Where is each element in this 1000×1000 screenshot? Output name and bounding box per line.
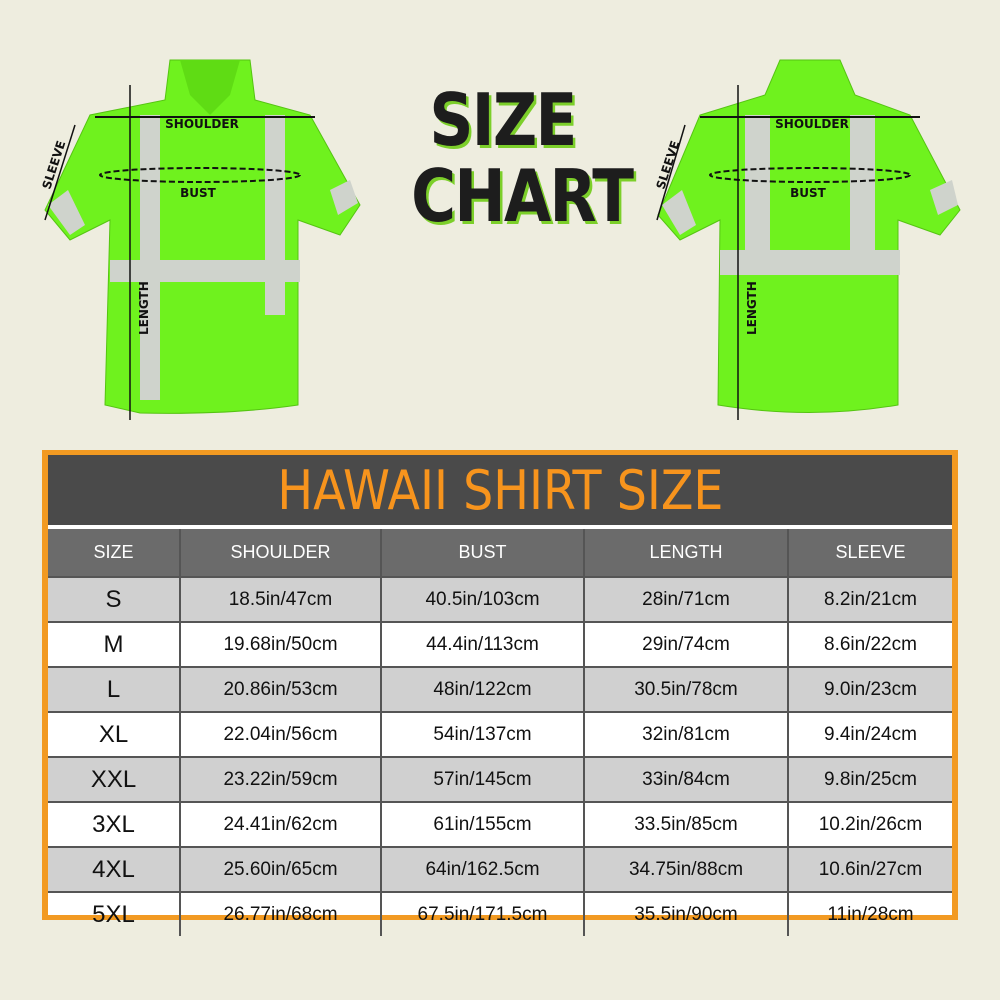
measurement-cell: 9.0in/23cm bbox=[787, 666, 952, 712]
table-row: 5XL 26.77in/68cm 67.5in/171.5cm 35.5in/90cm… bbox=[48, 891, 952, 936]
measurement-cell: 32in/81cm bbox=[583, 711, 788, 757]
measurement-cell: 33.5in/85cm bbox=[583, 801, 788, 847]
table-row: L 20.86in/53cm 48in/122cm 30.5in/78cm 9.0in/… bbox=[48, 666, 952, 712]
size-cell: 3XL bbox=[48, 801, 180, 847]
measurement-cell: 9.4in/24cm bbox=[787, 711, 952, 757]
length-label-back: LENGTH bbox=[745, 281, 759, 335]
measurement-cell: 18.5in/47cm bbox=[179, 576, 381, 622]
table-banner: HAWAII SHIRT SIZE bbox=[48, 455, 952, 525]
measurement-cell: 24.41in/62cm bbox=[179, 801, 381, 847]
size-chart-title: SIZE CHART bbox=[395, 78, 634, 238]
measurement-cell: 64in/162.5cm bbox=[380, 846, 584, 892]
shoulder-label-back: SHOULDER bbox=[775, 117, 849, 131]
measurement-cell: 33in/84cm bbox=[583, 756, 788, 802]
measurement-cell: 23.22in/59cm bbox=[179, 756, 381, 802]
table-row: 3XL 24.41in/62cm 61in/155cm 33.5in/85cm 10.2… bbox=[48, 801, 952, 847]
measurement-cell: 10.6in/27cm bbox=[787, 846, 952, 892]
bust-label: BUST bbox=[180, 186, 217, 200]
measurement-cell: 54in/137cm bbox=[380, 711, 584, 757]
measurement-cell: 8.6in/22cm bbox=[787, 621, 952, 667]
title-line-1: SIZE bbox=[429, 78, 577, 162]
size-cell: 5XL bbox=[48, 891, 180, 936]
column-header: SLEEVE bbox=[787, 525, 952, 577]
measurement-cell: 57in/145cm bbox=[380, 756, 584, 802]
table-row: XXL 23.22in/59cm 57in/145cm 33in/84cm 9.8in/… bbox=[48, 756, 952, 802]
measurement-cell: 29in/74cm bbox=[583, 621, 788, 667]
size-cell: 4XL bbox=[48, 846, 180, 892]
measurement-cell: 34.75in/88cm bbox=[583, 846, 788, 892]
measurement-cell: 20.86in/53cm bbox=[179, 666, 381, 712]
length-label: LENGTH bbox=[137, 281, 151, 335]
measurement-cell: 10.2in/26cm bbox=[787, 801, 952, 847]
size-cell: S bbox=[48, 576, 180, 622]
measurement-cell: 26.77in/68cm bbox=[179, 891, 381, 936]
column-header: LENGTH bbox=[583, 525, 788, 577]
measurement-cell: 30.5in/78cm bbox=[583, 666, 788, 712]
measurement-cell: 9.8in/25cm bbox=[787, 756, 952, 802]
table-header-row: SIZE SHOULDER BUST LENGTH SLEEVE bbox=[48, 525, 952, 577]
shoulder-label: SHOULDER bbox=[165, 117, 239, 131]
table-row: XL 22.04in/56cm 54in/137cm 32in/81cm 9.4in/2… bbox=[48, 711, 952, 757]
table-title: HAWAII SHIRT SIZE bbox=[276, 458, 724, 522]
size-cell: XL bbox=[48, 711, 180, 757]
measurement-cell: 35.5in/90cm bbox=[583, 891, 788, 936]
measurement-cell: 28in/71cm bbox=[583, 576, 788, 622]
size-table-panel: HAWAII SHIRT SIZE SIZE SHOULDER BUST LENGTH… bbox=[42, 450, 958, 936]
measurement-cell: 8.2in/21cm bbox=[787, 576, 952, 622]
column-header: SHOULDER bbox=[179, 525, 381, 577]
shirt-front-diagram: SHOULDER BUST SLEEVE LENGTH bbox=[40, 59, 361, 420]
measurement-cell: 11in/28cm bbox=[787, 891, 952, 936]
size-cell: L bbox=[48, 666, 180, 712]
table-row: S 18.5in/47cm 40.5in/103cm 28in/71cm 8.2in/2… bbox=[48, 576, 952, 622]
size-cell: M bbox=[48, 621, 180, 667]
measurement-cell: 44.4in/113cm bbox=[380, 621, 584, 667]
measurement-cell: 48in/122cm bbox=[380, 666, 584, 712]
measurement-cell: 25.60in/65cm bbox=[179, 846, 381, 892]
measurement-cell: 61in/155cm bbox=[380, 801, 584, 847]
bust-label-back: BUST bbox=[790, 186, 827, 200]
shirt-back-diagram: SHOULDER BUST SLEEVE LENGTH bbox=[654, 59, 961, 420]
table-row: 4XL 25.60in/65cm 64in/162.5cm 34.75in/88cm 1… bbox=[48, 846, 952, 892]
measurement-cell: 22.04in/56cm bbox=[179, 711, 381, 757]
size-table: SIZE SHOULDER BUST LENGTH SLEEVE S 18.5in/47c… bbox=[48, 525, 952, 936]
size-cell: XXL bbox=[48, 756, 180, 802]
column-header: BUST bbox=[380, 525, 584, 577]
column-header: SIZE bbox=[48, 525, 180, 577]
table-row: M 19.68in/50cm 44.4in/113cm 29in/74cm 8.6in/… bbox=[48, 621, 952, 667]
measurement-cell: 40.5in/103cm bbox=[380, 576, 584, 622]
measurement-cell: 67.5in/171.5cm bbox=[380, 891, 584, 936]
title-line-2: CHART bbox=[411, 154, 634, 238]
measurement-cell: 19.68in/50cm bbox=[179, 621, 381, 667]
